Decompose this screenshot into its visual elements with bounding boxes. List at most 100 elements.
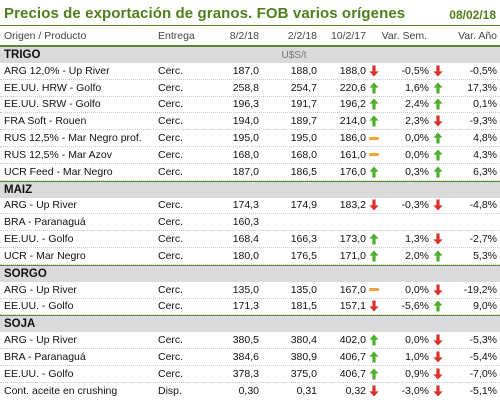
cell-price-date-1: 258,8 [232, 81, 259, 94]
cell-year-indicator [431, 82, 445, 94]
cell-price-date-3: 176,0 [339, 165, 366, 178]
cell-price-date-2: 380,4 [290, 334, 317, 347]
cell-week-indicator [367, 115, 381, 127]
flat-dash-icon [369, 136, 379, 140]
cell-delivery: Cerc. [158, 132, 184, 145]
cell-price-date-1: 168,0 [232, 148, 259, 161]
arrow-down-icon [369, 65, 379, 77]
cell-var-week: 0,3% [405, 165, 429, 178]
cell-delivery: Cerc. [158, 216, 184, 229]
cell-price-date-1: 160,3 [232, 216, 259, 229]
cell-price-date-1: 168,4 [232, 233, 259, 246]
section-header: SORGO [0, 264, 500, 282]
arrow-down-icon [369, 300, 379, 312]
cell-price-date-1: 174,3 [232, 199, 259, 212]
arrow-down-icon [433, 284, 443, 296]
cell-product: BRA - Paranaguá [4, 351, 86, 364]
cell-week-indicator [367, 199, 381, 211]
cell-price-date-3: 183,2 [339, 199, 366, 212]
cell-var-week: -0,3% [401, 199, 429, 212]
cell-delivery: Cerc. [158, 351, 184, 364]
arrow-down-icon [369, 385, 379, 397]
cell-delivery: Cerc. [158, 165, 184, 178]
cell-week-indicator [367, 250, 381, 262]
table-row: UCR Feed - Mar Negro Cerc. 187,0 186,5 176,0… [0, 164, 500, 181]
cell-var-year: 5,3% [473, 249, 497, 262]
cell-var-week: 0,0% [405, 334, 429, 347]
cell-price-date-2: 174,9 [290, 199, 317, 212]
cell-price-date-3: 188,0 [339, 64, 366, 77]
table-row: RUS 12,5% - Mar Azov Cerc. 168,0 168,0 161,0… [0, 147, 500, 164]
cell-delivery: Cerc. [158, 283, 184, 296]
cell-var-year: -19,2% [463, 283, 497, 296]
table-row: BRA - Paranaguá Cerc. 384,6 380,9 406,7 1,0% -… [0, 349, 500, 366]
cell-delivery: Cerc. [158, 98, 184, 111]
table-row: RUS 12,5% - Mar Negro prof. Cerc. 195,0 195… [0, 130, 500, 147]
cell-price-date-2: 375,0 [290, 367, 317, 380]
cell-week-indicator [367, 300, 381, 312]
cell-var-week: 0,0% [405, 132, 429, 145]
header-var-year: Var. Año [458, 29, 497, 42]
arrow-down-icon [433, 233, 443, 245]
arrow-down-icon [433, 385, 443, 397]
cell-week-indicator [367, 82, 381, 94]
cell-price-date-2: 0,31 [296, 385, 317, 398]
cell-price-date-2: 166,3 [290, 233, 317, 246]
table-body: TRIGO U$S/t ARG 12,0% - Up River Cerc. 187,0… [0, 46, 500, 400]
arrow-up-icon [369, 250, 379, 262]
cell-price-date-2: 186,5 [290, 165, 317, 178]
arrow-up-icon [369, 368, 379, 380]
section-header: TRIGO U$S/t [0, 46, 500, 63]
table-row: ARG - Up River Cerc. 174,3 174,9 183,2 -0,3% -… [0, 198, 500, 215]
cell-week-indicator [367, 351, 381, 363]
cell-var-year: 0,1% [473, 98, 497, 111]
flat-dash-icon [369, 288, 379, 292]
column-header-row: Origen / Producto Entrega 8/2/18 2/2/18 … [0, 26, 500, 46]
cell-var-year: -5,4% [469, 351, 497, 364]
cell-var-year: 17,3% [467, 81, 497, 94]
cell-var-week: -5,6% [401, 300, 429, 313]
section-name: SOJA [4, 318, 36, 331]
arrow-down-icon [433, 115, 443, 127]
cell-week-indicator [367, 153, 381, 157]
table-row: BRA - Paranaguá Cerc. 160,3 [0, 214, 500, 232]
cell-price-date-1: 135,0 [232, 283, 259, 296]
cell-year-indicator [431, 199, 445, 211]
cell-var-week: -0,5% [401, 64, 429, 77]
cell-delivery: Cerc. [158, 199, 184, 212]
header-date-1: 8/2/18 [229, 29, 259, 42]
cell-delivery: Disp. [158, 385, 182, 398]
arrow-up-icon [369, 351, 379, 363]
cell-year-indicator [431, 65, 445, 77]
title-bar: Precios de exportación de granos. FOB va… [0, 0, 500, 26]
cell-var-week: 0,0% [405, 148, 429, 161]
arrow-up-icon [369, 334, 379, 346]
arrow-up-icon [433, 98, 443, 110]
cell-price-date-2: 181,5 [290, 300, 317, 313]
cell-price-date-1: 171,3 [232, 300, 259, 313]
cell-price-date-3: 406,7 [339, 351, 366, 364]
cell-delivery: Cerc. [158, 367, 184, 380]
cell-price-date-2: 176,5 [290, 249, 317, 262]
cell-delivery: Cerc. [158, 148, 184, 161]
cell-price-date-3: 157,1 [339, 300, 366, 313]
cell-delivery: Cerc. [158, 233, 184, 246]
cell-var-year: -2,7% [469, 233, 497, 246]
cell-product: RUS 12,5% - Mar Azov [4, 148, 112, 161]
cell-year-indicator [431, 334, 445, 346]
cell-price-date-1: 380,5 [232, 334, 259, 347]
arrow-down-icon [433, 199, 443, 211]
cell-product: FRA Soft - Rouen [4, 115, 87, 128]
cell-price-date-1: 384,6 [232, 351, 259, 364]
cell-var-year: 4,8% [473, 132, 497, 145]
cell-price-date-2: 188,0 [290, 64, 317, 77]
cell-var-year: -4,8% [469, 199, 497, 212]
cell-price-date-1: 195,0 [232, 132, 259, 145]
cell-var-week: 0,0% [405, 283, 429, 296]
cell-var-year: -7,0% [469, 367, 497, 380]
cell-week-indicator [367, 65, 381, 77]
cell-week-indicator [367, 368, 381, 380]
cell-product: ARG - Up River [4, 283, 77, 296]
cell-week-indicator [367, 166, 381, 178]
cell-var-year: -5,3% [469, 334, 497, 347]
